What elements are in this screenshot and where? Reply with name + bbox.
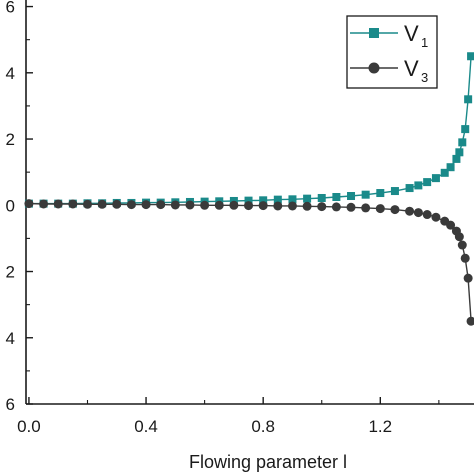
data-point-v1 — [332, 193, 341, 201]
y-tick-label: 6 — [6, 0, 15, 17]
legend-subscript-v1: 1 — [421, 35, 428, 50]
data-point-v3 — [39, 199, 49, 209]
data-point-v3 — [97, 199, 107, 209]
data-point-v3 — [244, 201, 254, 211]
data-point-v3 — [156, 200, 166, 210]
data-point-v3 — [460, 253, 470, 263]
data-point-v3 — [112, 199, 122, 209]
data-point-v1 — [347, 192, 356, 201]
data-point-v3 — [463, 273, 473, 283]
data-point-v3 — [24, 199, 34, 209]
data-point-v3 — [390, 205, 400, 215]
data-point-v1 — [423, 178, 432, 187]
legend: V 1 V 3 — [346, 15, 438, 89]
legend-entry-v3: V 3 — [350, 56, 428, 85]
data-point-v1 — [431, 174, 440, 183]
x-tick-label: 0.8 — [251, 417, 275, 436]
data-point-v3 — [200, 200, 210, 210]
data-point-v1 — [446, 163, 455, 172]
legend-marker-v3 — [368, 62, 380, 74]
series-line-2 — [28, 202, 472, 322]
legend-marker-v1 — [369, 28, 379, 38]
data-point-v3 — [375, 204, 385, 214]
data-point-v3 — [287, 201, 297, 211]
data-point-v3 — [273, 201, 283, 211]
data-point-v1 — [405, 184, 414, 193]
data-point-v1 — [259, 196, 268, 205]
data-point-v1 — [461, 125, 470, 134]
data-point-v1 — [414, 181, 423, 190]
data-point-v3 — [53, 199, 63, 209]
data-point-v3 — [214, 200, 224, 210]
data-point-v3 — [457, 240, 467, 250]
data-point-v3 — [317, 202, 327, 212]
legend-label-v3: V — [404, 56, 419, 81]
y-tick-label: 2 — [6, 130, 15, 149]
data-point-v1 — [455, 148, 464, 157]
x-tick-label: 0.4 — [134, 417, 158, 436]
data-point-v3 — [361, 203, 371, 213]
data-point-v3 — [422, 210, 432, 220]
data-point-v3 — [466, 316, 474, 326]
data-point-v1 — [390, 187, 399, 196]
data-point-v3 — [346, 202, 356, 212]
data-point-v1 — [452, 154, 461, 163]
legend-subscript-v3: 3 — [421, 70, 428, 85]
x-axis-title: Flowing parameter l — [189, 452, 347, 472]
data-point-v1 — [467, 52, 474, 61]
data-point-v3 — [82, 199, 92, 209]
data-point-v3 — [413, 208, 423, 218]
data-point-v3 — [405, 206, 415, 216]
data-point-v3 — [302, 201, 312, 211]
data-point-v1 — [361, 190, 370, 199]
data-point-v1 — [288, 195, 297, 204]
y-tick-label: 6 — [6, 395, 15, 414]
data-point-v1 — [376, 189, 385, 198]
data-point-v3 — [446, 220, 456, 230]
data-point-v1 — [244, 196, 253, 205]
data-point-v1 — [273, 195, 282, 204]
legend-label-v1: V — [404, 21, 419, 46]
data-point-v3 — [454, 232, 464, 242]
y-tick-label: 4 — [6, 64, 15, 83]
x-tick-label: 1.2 — [368, 417, 392, 436]
data-point-v3 — [258, 201, 268, 211]
data-point-v1 — [440, 168, 449, 177]
legend-entry-v1: V 1 — [350, 21, 428, 50]
data-point-v1 — [303, 194, 312, 203]
data-point-v1 — [317, 193, 326, 202]
x-tick-label: 0.0 — [17, 417, 41, 436]
data-point-v3 — [126, 200, 136, 210]
data-point-v3 — [431, 212, 441, 222]
data-point-v1 — [458, 138, 467, 147]
data-point-v3 — [229, 200, 239, 210]
y-tick-label: 0 — [6, 196, 15, 215]
data-point-v1 — [464, 95, 473, 104]
legend-box — [346, 15, 438, 89]
data-point-v3 — [185, 200, 195, 210]
y-tick-label: 4 — [6, 329, 15, 348]
data-point-v3 — [331, 202, 341, 212]
y-tick-label: 2 — [6, 263, 15, 282]
data-point-v3 — [141, 200, 151, 210]
data-point-v3 — [68, 199, 78, 209]
data-point-v3 — [170, 200, 180, 210]
